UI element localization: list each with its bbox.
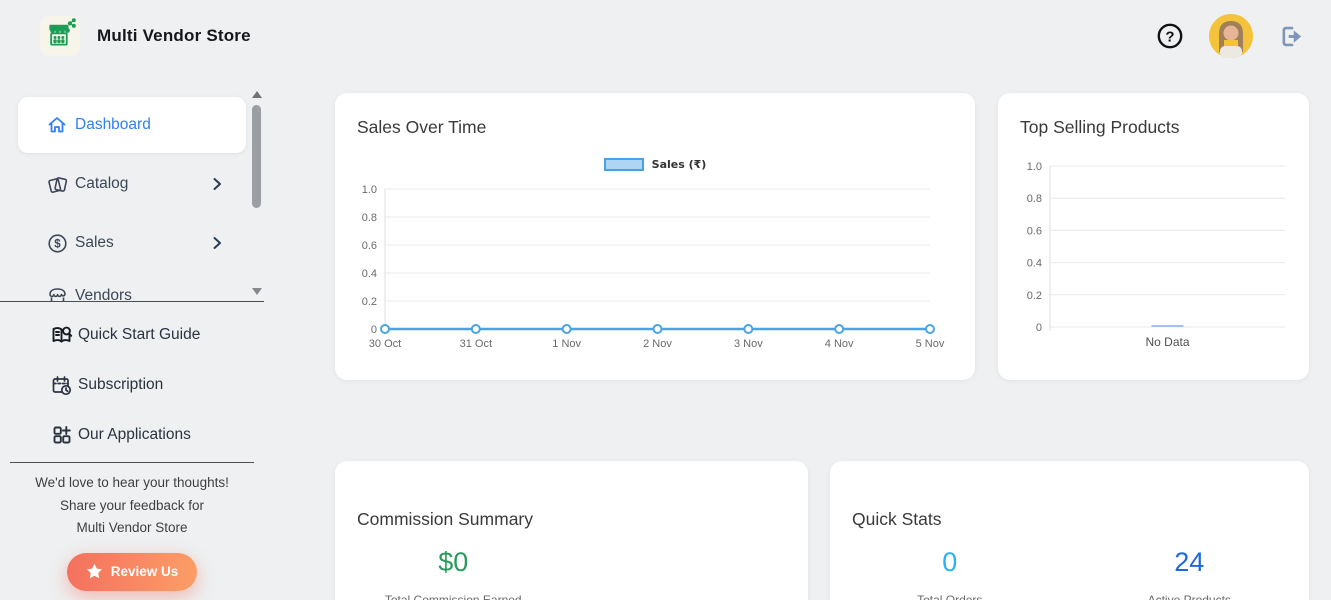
storefront-logo-icon — [43, 17, 77, 56]
help-icon[interactable]: ? — [1156, 22, 1184, 50]
svg-text:0.2: 0.2 — [1027, 290, 1042, 302]
sidebar-item-label: Dashboard — [75, 116, 151, 133]
book-search-icon — [50, 324, 73, 347]
top-selling-products-card: Top Selling Products 0 0.2 0.4 0.6 0.8 1.0 No … — [998, 93, 1309, 380]
svg-text:31 Oct: 31 Oct — [460, 338, 492, 350]
grid-plus-icon — [50, 424, 73, 447]
commission-stat: $0 Total Commission Earned — [335, 547, 572, 600]
link-label: Subscription — [78, 376, 164, 393]
card-title: Commission Summary — [357, 509, 533, 529]
sidebar-nav-scroll-area: Dashboard Catalog — [0, 85, 264, 302]
link-label: Our Applications — [78, 426, 191, 443]
scroll-up-arrow-icon[interactable] — [252, 91, 262, 98]
main-content: Sales Over Time Sales (₹) 0 0.2 0.4 0.6 0.8 1… — [264, 72, 1331, 600]
storefront-icon — [46, 285, 68, 301]
commission-summary-card: Commission Summary $0 Total Commission E… — [335, 461, 808, 600]
scroll-down-arrow-icon[interactable] — [252, 288, 262, 295]
sidebar-item-catalog[interactable]: Catalog — [0, 159, 264, 209]
sidebar-item-vendors[interactable]: Vendors — [0, 271, 264, 302]
svg-text:0.4: 0.4 — [1027, 258, 1042, 270]
total-orders-label: Total Orders — [917, 593, 983, 600]
user-avatar[interactable] — [1209, 14, 1253, 58]
svg-text:0: 0 — [371, 324, 377, 336]
review-us-label: Review Us — [110, 564, 179, 580]
svg-text:0.6: 0.6 — [362, 240, 377, 252]
feedback-block: We'd love to hear your thoughts! Share y… — [10, 462, 254, 591]
link-subscription[interactable]: Subscription — [0, 360, 264, 410]
legend-label: Sales (₹) — [651, 158, 707, 171]
card-title: Top Selling Products — [1020, 117, 1180, 137]
svg-text:1.0: 1.0 — [1027, 161, 1042, 173]
svg-text:?: ? — [1165, 29, 1174, 46]
active-products-label: Active Products — [1147, 593, 1231, 600]
svg-text:30 Oct: 30 Oct — [369, 338, 401, 350]
sidebar: Dashboard Catalog — [0, 72, 264, 600]
legend-swatch — [603, 158, 644, 171]
app-logo — [40, 16, 80, 56]
svg-text:0.4: 0.4 — [362, 268, 377, 280]
header: Multi Vendor Store ? — [0, 0, 1331, 72]
sidebar-item-sales[interactable]: $ Sales — [0, 218, 264, 268]
svg-text:1 Nov: 1 Nov — [552, 338, 581, 350]
svg-text:3 Nov: 3 Nov — [734, 338, 763, 350]
total-orders-stat: 0 Total Orders — [830, 547, 1070, 600]
commission-value: $0 — [438, 547, 469, 577]
quick-stats-card: Quick Stats 0 Total Orders 24 Active Pro… — [830, 461, 1309, 600]
sidebar-item-dashboard[interactable]: Dashboard — [18, 97, 246, 153]
active-products-stat: 24 Active Products — [1070, 547, 1310, 600]
sales-line-chart: 0 0.2 0.4 0.6 0.8 1.0 30 Oct 31 Oct 1 Nov 2 Nov 3 … — [362, 184, 945, 350]
home-icon — [46, 114, 68, 136]
star-icon — [86, 563, 103, 580]
catalog-tags-icon — [46, 173, 68, 195]
chevron-right-icon — [209, 235, 225, 251]
feedback-line-3: Multi Vendor Store — [76, 520, 188, 536]
feedback-line-1: We'd love to hear your thoughts! — [35, 475, 229, 490]
sidebar-scrollbar[interactable] — [250, 87, 263, 299]
sidebar-item-label: Catalog — [75, 175, 129, 192]
calendar-clock-icon — [50, 374, 73, 397]
scrollbar-thumb[interactable] — [252, 105, 261, 208]
chart-legend[interactable]: Sales (₹) — [335, 158, 975, 171]
svg-text:0.8: 0.8 — [1027, 193, 1042, 205]
svg-text:1.0: 1.0 — [362, 184, 377, 196]
sidebar-item-label: Sales — [75, 234, 114, 251]
svg-text:4 Nov: 4 Nov — [825, 338, 854, 350]
commission-label: Total Commission Earned — [384, 593, 522, 600]
sales-over-time-card: Sales Over Time Sales (₹) 0 0.2 0.4 0.6 0.8 1… — [335, 93, 975, 380]
total-orders-value: 0 — [942, 547, 958, 577]
link-label: Quick Start Guide — [78, 326, 201, 343]
svg-text:0: 0 — [1036, 322, 1042, 334]
review-us-button[interactable]: Review Us — [67, 552, 197, 591]
svg-text:No Data: No Data — [1145, 335, 1189, 349]
svg-text:2 Nov: 2 Nov — [643, 338, 672, 350]
top-products-bar-chart: 0 0.2 0.4 0.6 0.8 1.0 No Data — [1027, 161, 1285, 349]
card-title: Sales Over Time — [357, 117, 487, 137]
link-our-applications[interactable]: Our Applications — [0, 410, 264, 460]
svg-text:5 Nov: 5 Nov — [916, 338, 945, 350]
svg-text:0.6: 0.6 — [1027, 225, 1042, 237]
logout-icon[interactable] — [1278, 23, 1305, 50]
svg-text:0.2: 0.2 — [362, 296, 377, 308]
svg-text:$: $ — [54, 238, 61, 250]
link-quick-start-guide[interactable]: Quick Start Guide — [0, 310, 264, 360]
svg-text:0.8: 0.8 — [362, 212, 377, 224]
dollar-circle-icon: $ — [46, 232, 68, 254]
chevron-right-icon — [209, 176, 225, 192]
card-title: Quick Stats — [852, 509, 942, 529]
feedback-line-2: Share your feedback for — [59, 497, 205, 513]
active-products-value: 24 — [1174, 547, 1205, 577]
sidebar-item-label: Vendors — [75, 287, 132, 302]
app-title: Multi Vendor Store — [97, 26, 251, 45]
